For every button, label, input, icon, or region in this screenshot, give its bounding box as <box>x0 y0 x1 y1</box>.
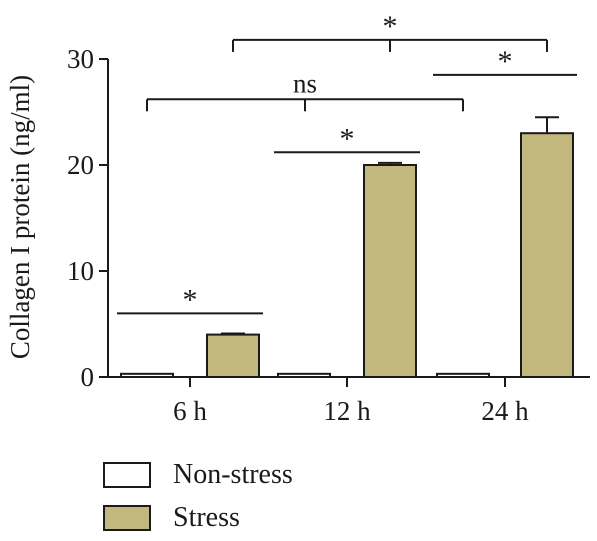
bar-stress <box>520 132 574 378</box>
x-axis: 6 h 12 h 24 h <box>108 376 590 426</box>
legend-swatch-non-stress <box>103 462 151 488</box>
y-tick-label: 10 <box>67 256 94 286</box>
bar-non-stress <box>436 372 490 379</box>
significance-annotations: * * * ns * <box>117 10 577 316</box>
y-tick-label: 0 <box>81 362 95 392</box>
y-axis: 0 10 20 30 <box>67 44 109 392</box>
bar-stress <box>206 333 260 379</box>
bar-non-stress <box>120 372 174 379</box>
bar-stress <box>363 164 417 378</box>
significance-star: * <box>383 10 398 43</box>
y-tick-label: 30 <box>67 44 94 74</box>
legend-item-non-stress: Non-stress <box>103 454 293 496</box>
bar-non-stress <box>277 372 331 379</box>
legend-label-stress: Stress <box>173 502 240 533</box>
x-tick-label: 12 h <box>323 396 371 426</box>
y-tick-label: 20 <box>67 150 94 180</box>
x-tick-label: 6 h <box>173 396 207 426</box>
legend: Non-stress Stress <box>103 454 293 540</box>
significance-ns: ns <box>293 68 317 98</box>
significance-star: * <box>340 122 355 155</box>
legend-label-non-stress: Non-stress <box>173 459 293 490</box>
significance-star: * <box>498 45 513 78</box>
y-axis-label: Collagen I protein (ng/ml) <box>5 75 35 359</box>
significance-star: * <box>183 283 198 316</box>
legend-swatch-stress <box>103 505 151 531</box>
x-tick-label: 24 h <box>481 396 529 426</box>
bars <box>120 116 574 379</box>
legend-item-stress: Stress <box>103 497 293 539</box>
